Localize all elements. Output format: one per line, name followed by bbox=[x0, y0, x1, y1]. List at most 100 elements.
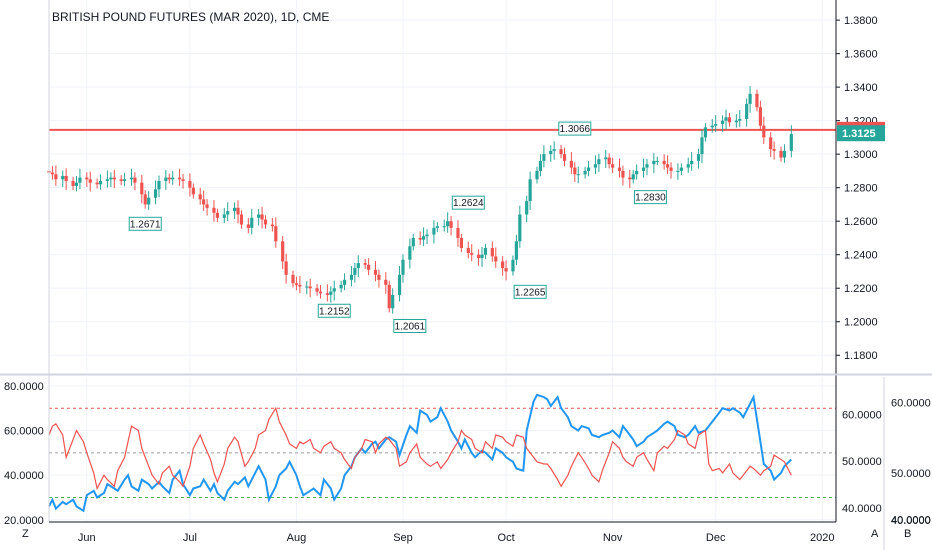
candle-body bbox=[384, 279, 388, 285]
annotation-box bbox=[128, 216, 162, 231]
x-tick-label: Nov bbox=[603, 532, 623, 544]
oscillator-series[interactable] bbox=[48, 393, 792, 513]
candle-body bbox=[191, 187, 195, 195]
candle-body bbox=[325, 293, 329, 295]
y-tick-label: 1.2000 bbox=[844, 317, 878, 329]
candle-body bbox=[298, 284, 302, 287]
candle-body bbox=[367, 264, 371, 270]
x-tick-label: 2020 bbox=[810, 532, 834, 544]
osc-far-right-tick-label: 40.0000 bbox=[891, 515, 931, 527]
candle-body bbox=[391, 294, 395, 309]
candle-body bbox=[329, 291, 333, 295]
candle-body bbox=[528, 179, 532, 202]
y-tick-label: 1.3000 bbox=[844, 149, 878, 161]
candle-body bbox=[655, 160, 659, 162]
candle-body bbox=[353, 268, 357, 275]
candle-body bbox=[222, 214, 226, 218]
y-tick-label: 1.2800 bbox=[844, 183, 878, 195]
auto-scale-button[interactable]: A bbox=[871, 528, 879, 540]
annotation-label: 1.2265 bbox=[515, 287, 546, 298]
candle-body bbox=[569, 160, 573, 168]
candle-body bbox=[123, 179, 127, 181]
annotation-label: 1.2830 bbox=[635, 193, 666, 204]
annotation-box bbox=[633, 190, 667, 205]
candle-body bbox=[425, 234, 429, 237]
candle-body bbox=[483, 248, 488, 255]
grid bbox=[49, 0, 836, 522]
candle-body bbox=[607, 157, 611, 165]
candle-body bbox=[109, 177, 113, 180]
candle-body bbox=[480, 254, 484, 259]
candle-body bbox=[157, 180, 161, 190]
candle-body bbox=[542, 154, 546, 161]
candle-body bbox=[755, 93, 759, 108]
y-tick-label: 1.2200 bbox=[844, 283, 878, 295]
candle-body bbox=[501, 261, 505, 269]
candle-body bbox=[617, 167, 622, 171]
candle-body bbox=[652, 160, 656, 165]
candle-body bbox=[64, 175, 68, 181]
candle-body bbox=[387, 284, 391, 309]
y-tick-label: 1.2400 bbox=[844, 250, 878, 262]
osc-far-right-tick-label: 40.0000 bbox=[891, 515, 931, 527]
candle-body bbox=[593, 164, 598, 168]
candle-body bbox=[679, 167, 683, 171]
candle-body bbox=[573, 167, 577, 175]
candle-body bbox=[494, 256, 498, 262]
candle-body bbox=[129, 177, 134, 180]
candle-body bbox=[559, 149, 563, 155]
candle-body bbox=[274, 226, 278, 242]
y-tick-label: 1.3600 bbox=[844, 49, 878, 61]
candle-body bbox=[748, 93, 752, 104]
osc-right-tick-label: 60.0000 bbox=[842, 409, 882, 421]
candle-body bbox=[490, 248, 494, 257]
candle-body bbox=[789, 134, 793, 151]
log-scale-button[interactable]: B bbox=[904, 528, 912, 540]
candle-body bbox=[339, 284, 343, 289]
candle-body bbox=[356, 263, 360, 269]
candle-body bbox=[85, 177, 89, 180]
x-tick-label: Sep bbox=[393, 532, 413, 544]
candle-body bbox=[164, 177, 168, 181]
candle-body bbox=[105, 179, 110, 181]
candle-body bbox=[171, 177, 175, 180]
candle-body bbox=[700, 137, 704, 155]
candle-body bbox=[676, 170, 680, 172]
candle-body bbox=[50, 172, 55, 175]
annotation-box bbox=[558, 121, 592, 136]
candlestick-series[interactable] bbox=[47, 86, 793, 314]
candle-body bbox=[782, 150, 787, 158]
candle-body bbox=[611, 164, 615, 168]
zoom-reset-button[interactable]: Z bbox=[22, 528, 29, 540]
candle-body bbox=[727, 117, 732, 123]
candle-body bbox=[628, 177, 632, 180]
candle-body bbox=[270, 224, 274, 227]
osc-far-right-tick-label: 50.0000 bbox=[891, 468, 931, 480]
candle-body bbox=[143, 194, 147, 205]
candle-body bbox=[236, 207, 240, 215]
y-tick-label: 1.3800 bbox=[844, 15, 878, 27]
candle-body bbox=[54, 174, 58, 180]
x-tick-label: Jun bbox=[78, 532, 96, 544]
osc-left-tick-label: 80.0000 bbox=[4, 381, 44, 393]
candle-body bbox=[147, 197, 151, 205]
candle-body bbox=[342, 279, 347, 285]
candle-body bbox=[112, 177, 116, 180]
candle-body bbox=[373, 269, 378, 275]
price-level-badge bbox=[837, 125, 885, 142]
candle-body bbox=[714, 124, 718, 126]
osc-far-right-tick-label: 60.0000 bbox=[891, 397, 931, 409]
x-tick-label: Aug bbox=[287, 532, 307, 544]
candle-body bbox=[762, 125, 766, 138]
candle-body bbox=[449, 221, 453, 228]
candle-body bbox=[95, 182, 99, 185]
candle-body bbox=[315, 288, 319, 292]
candle-body bbox=[690, 160, 694, 165]
y-tick-label: 1.3400 bbox=[844, 82, 878, 94]
annotation-label: 1.2061 bbox=[395, 322, 426, 333]
candle-body bbox=[631, 174, 635, 180]
x-tick-label: Dec bbox=[706, 532, 726, 544]
candle-body bbox=[377, 274, 381, 280]
price-level-label: 1.3125 bbox=[842, 128, 876, 140]
